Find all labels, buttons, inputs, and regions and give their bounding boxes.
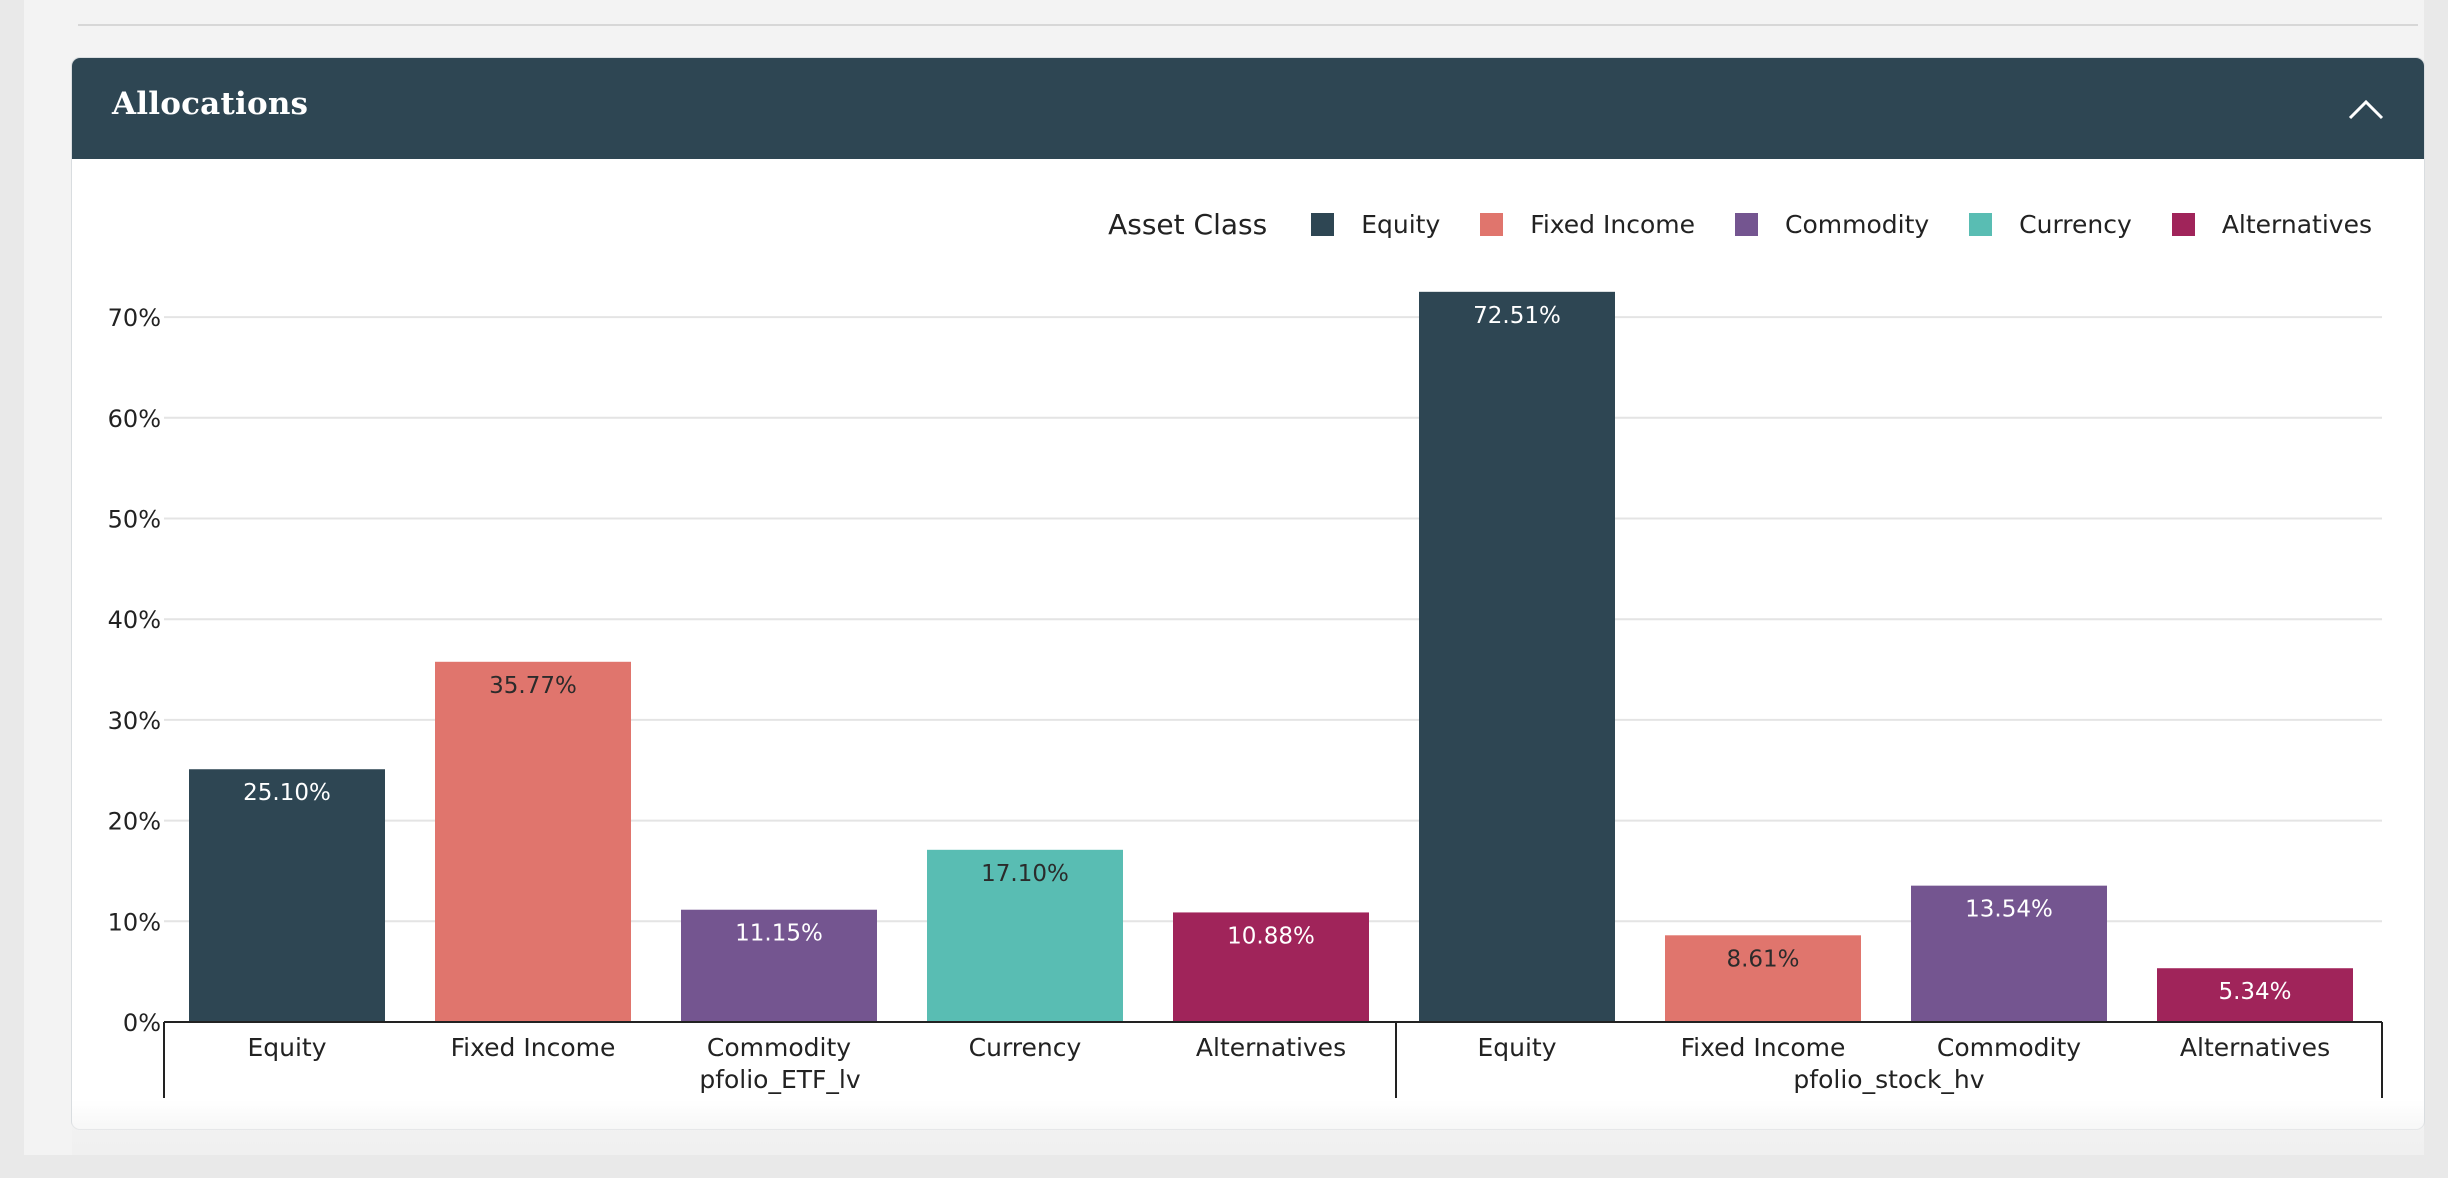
x-category-label: Fixed Income xyxy=(451,1033,616,1062)
bar-value-label: 72.51% xyxy=(1473,303,1561,329)
legend-swatch xyxy=(1969,213,1993,236)
x-category-label: Alternatives xyxy=(1196,1033,1346,1062)
bar-value-label: 8.61% xyxy=(1726,946,1799,972)
legend-label: Currency xyxy=(2019,210,2132,239)
bar-value-label: 35.77% xyxy=(489,673,577,699)
x-category-label: Equity xyxy=(247,1033,326,1062)
legend-swatch xyxy=(1735,213,1758,236)
bar-value-label: 25.10% xyxy=(243,780,331,806)
x-category-label: Equity xyxy=(1477,1033,1556,1062)
legend-swatch xyxy=(1480,213,1504,236)
x-category-label: Alternatives xyxy=(2180,1033,2330,1062)
legend-label: Fixed Income xyxy=(1530,210,1695,239)
legend-item-currency[interactable]: Currency xyxy=(1969,210,2132,239)
allocation-bar-chart: 0% 10% 20% 30% 40% 50% 60% 70% 25.10% Equity 35.77… xyxy=(108,291,2383,1098)
bar-pfolio_stock_hv-fixed-income xyxy=(1665,935,1861,1022)
legend-title: Asset Class xyxy=(1108,208,1268,241)
x-category-label: Commodity xyxy=(1937,1033,2081,1062)
y-tick-label: 10% xyxy=(108,908,161,936)
allocations-panel: Allocations Asset Class Equity Fixed Inc… xyxy=(72,58,2424,1129)
bar-pfolio_ETF_lv-alternatives xyxy=(1173,912,1369,1022)
legend-label: Alternatives xyxy=(2221,210,2372,239)
legend-item-alternatives[interactable]: Alternatives xyxy=(2171,210,2372,239)
legend-swatch xyxy=(2171,213,2195,236)
bar-pfolio_ETF_lv-fixed-income xyxy=(435,661,631,1022)
bar-value-label: 5.34% xyxy=(2218,979,2291,1005)
collapse-button[interactable] xyxy=(2346,90,2386,130)
legend-item-fixed-income[interactable]: Fixed Income xyxy=(1480,210,1695,239)
legend-label: Commodity xyxy=(1785,210,1930,239)
legend-item-equity[interactable]: Equity xyxy=(1311,210,1440,239)
bar-pfolio_stock_hv-equity xyxy=(1419,291,1615,1022)
legend-label: Equity xyxy=(1361,210,1441,239)
chevron-up-icon xyxy=(2348,99,2384,120)
bar-value-label: 10.88% xyxy=(1227,923,1315,949)
legend-swatch xyxy=(1311,213,1335,236)
panel-title: Allocations xyxy=(112,86,309,122)
panel-header[interactable]: Allocations xyxy=(72,58,2424,159)
x-group-label: pfolio_stock_hv xyxy=(1793,1065,1984,1094)
legend-item-commodity[interactable]: Commodity xyxy=(1735,210,1929,239)
bar-pfolio_ETF_lv-equity xyxy=(189,769,385,1022)
x-category-label: Commodity xyxy=(707,1033,851,1062)
bar-value-label: 11.15% xyxy=(735,921,823,947)
y-tick-label: 20% xyxy=(108,808,161,836)
bar-value-label: 13.54% xyxy=(1965,897,2053,923)
y-tick-label: 60% xyxy=(108,405,161,433)
chart-legend: Asset Class Equity Fixed Income Commodit… xyxy=(1108,208,2372,241)
bar-pfolio_ETF_lv-currency xyxy=(927,849,1123,1022)
x-category-label: Currency xyxy=(969,1033,1082,1062)
bar-pfolio_stock_hv-alternatives xyxy=(2157,968,2353,1022)
x-category-label: Fixed Income xyxy=(1681,1033,1846,1062)
y-tick-label: 40% xyxy=(108,606,161,634)
x-group-label: pfolio_ETF_lv xyxy=(699,1065,861,1094)
bar-value-label: 17.10% xyxy=(981,861,1069,887)
y-tick-label: 50% xyxy=(108,506,161,534)
y-tick-label: 30% xyxy=(108,707,161,735)
section-divider xyxy=(78,24,2418,26)
y-tick-label: 70% xyxy=(108,304,161,332)
bar-pfolio_stock_hv-commodity xyxy=(1911,885,2107,1022)
bar-pfolio_ETF_lv-commodity xyxy=(681,909,877,1022)
y-tick-label: 0% xyxy=(123,1009,161,1037)
